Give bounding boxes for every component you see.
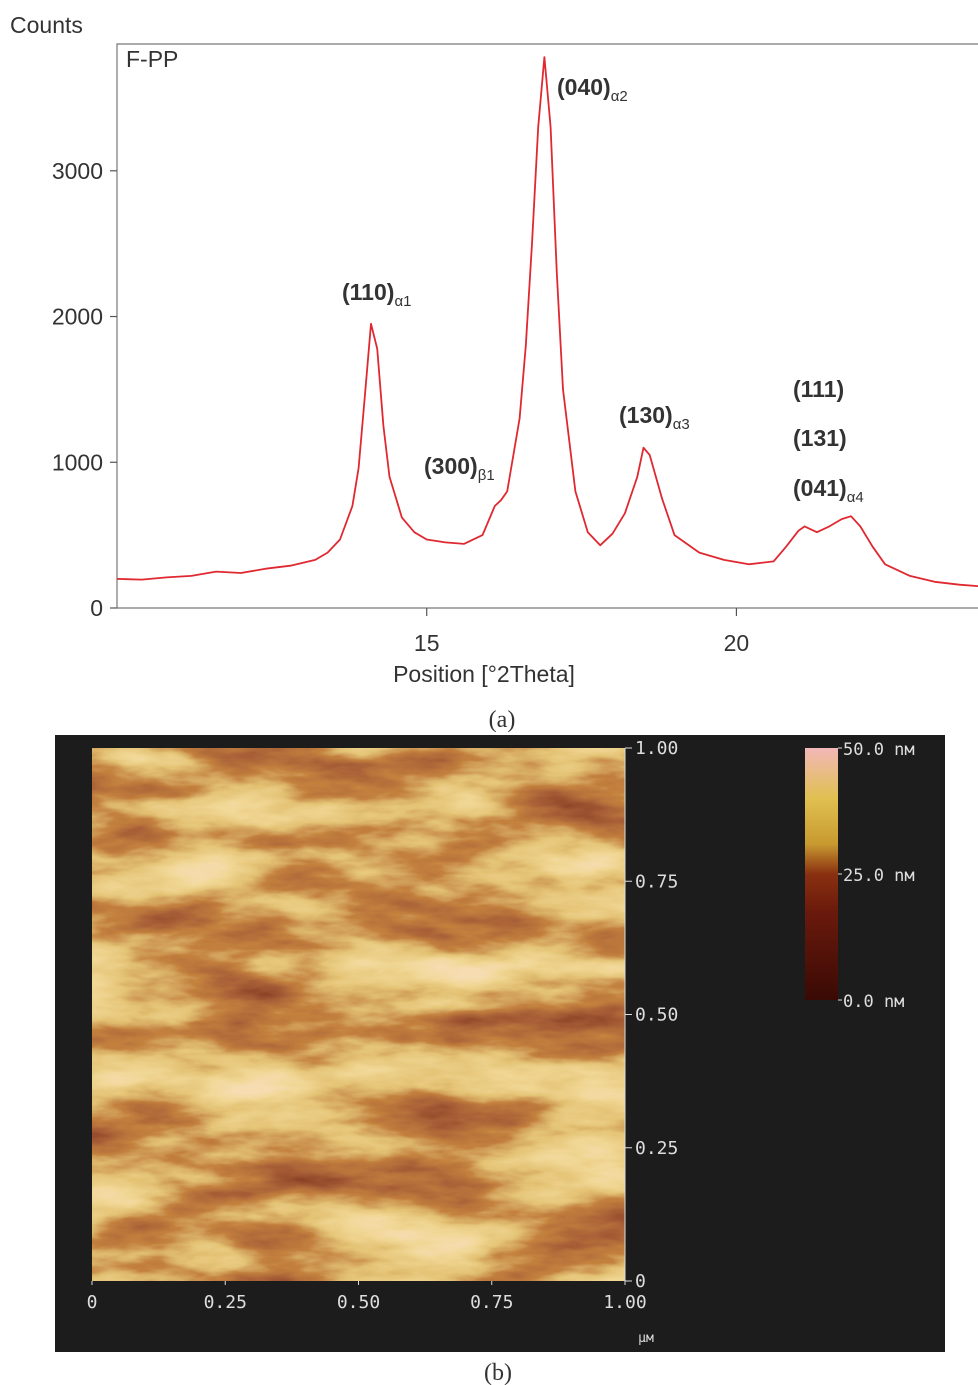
x-tick-label: 15: [414, 630, 440, 656]
x-tick-label: 1.00: [603, 1292, 646, 1313]
y-tick-label: 0.50: [635, 1005, 678, 1026]
peak-subscript: α2: [611, 88, 628, 105]
peak-label: (300)β1: [424, 453, 495, 484]
colorbar: [805, 748, 838, 1000]
colorbar-label: 50.0 nм: [843, 740, 915, 760]
y-tick-label: 1.00: [635, 738, 678, 759]
y-tick-label: 0.75: [635, 871, 678, 892]
peak-subscript: β1: [478, 467, 495, 484]
peak-index: (130): [619, 402, 673, 428]
x-tick-label: 0: [87, 1292, 98, 1313]
y-tick-label: 0.25: [635, 1138, 678, 1159]
y-tick-label: 0: [635, 1271, 646, 1292]
y-tick-label: 2000: [52, 304, 103, 330]
peak-label: (110)α1: [342, 279, 411, 310]
y-tick-label: 0: [90, 595, 103, 621]
peak-index: (040): [557, 74, 611, 100]
peak-label: (130)α3: [619, 402, 690, 433]
x-tick-label: 0.50: [337, 1292, 380, 1313]
peak-index: (300): [424, 453, 478, 479]
caption: (a): [489, 707, 516, 733]
y-tick-label: 3000: [52, 158, 103, 184]
peak-label: (040)α2: [557, 74, 628, 105]
y-axis-label: Counts: [10, 12, 83, 38]
peak-index: (111): [793, 376, 844, 402]
x-tick-label: 20: [724, 630, 750, 656]
x-unit: µм: [638, 1331, 654, 1346]
x-tick-label: 0.25: [204, 1292, 247, 1313]
afm-image: [92, 748, 625, 1281]
peak-subscript: α1: [394, 293, 411, 310]
plot-frame: [116, 43, 978, 609]
peak-subscript: α4: [847, 489, 864, 506]
peak-label: (111): [793, 376, 844, 402]
x-tick-label: 0.75: [470, 1292, 513, 1313]
colorbar-label: 0.0 nм: [843, 992, 904, 1012]
xrd-line: [116, 56, 978, 587]
colorbar-label: 25.0 nм: [843, 866, 915, 886]
y-tick-label: 1000: [52, 449, 103, 475]
caption: (b): [484, 1360, 512, 1385]
sample-label: F-PP: [126, 46, 178, 72]
peak-index: (131): [793, 425, 847, 451]
peak-label: (041)α4: [793, 475, 864, 506]
peak-subscript: α3: [673, 416, 690, 433]
x-axis-label: Position [°2Theta]: [393, 661, 575, 687]
peak-label: (131): [793, 425, 847, 451]
peak-index: (110): [342, 279, 394, 305]
peak-index: (041): [793, 475, 847, 501]
